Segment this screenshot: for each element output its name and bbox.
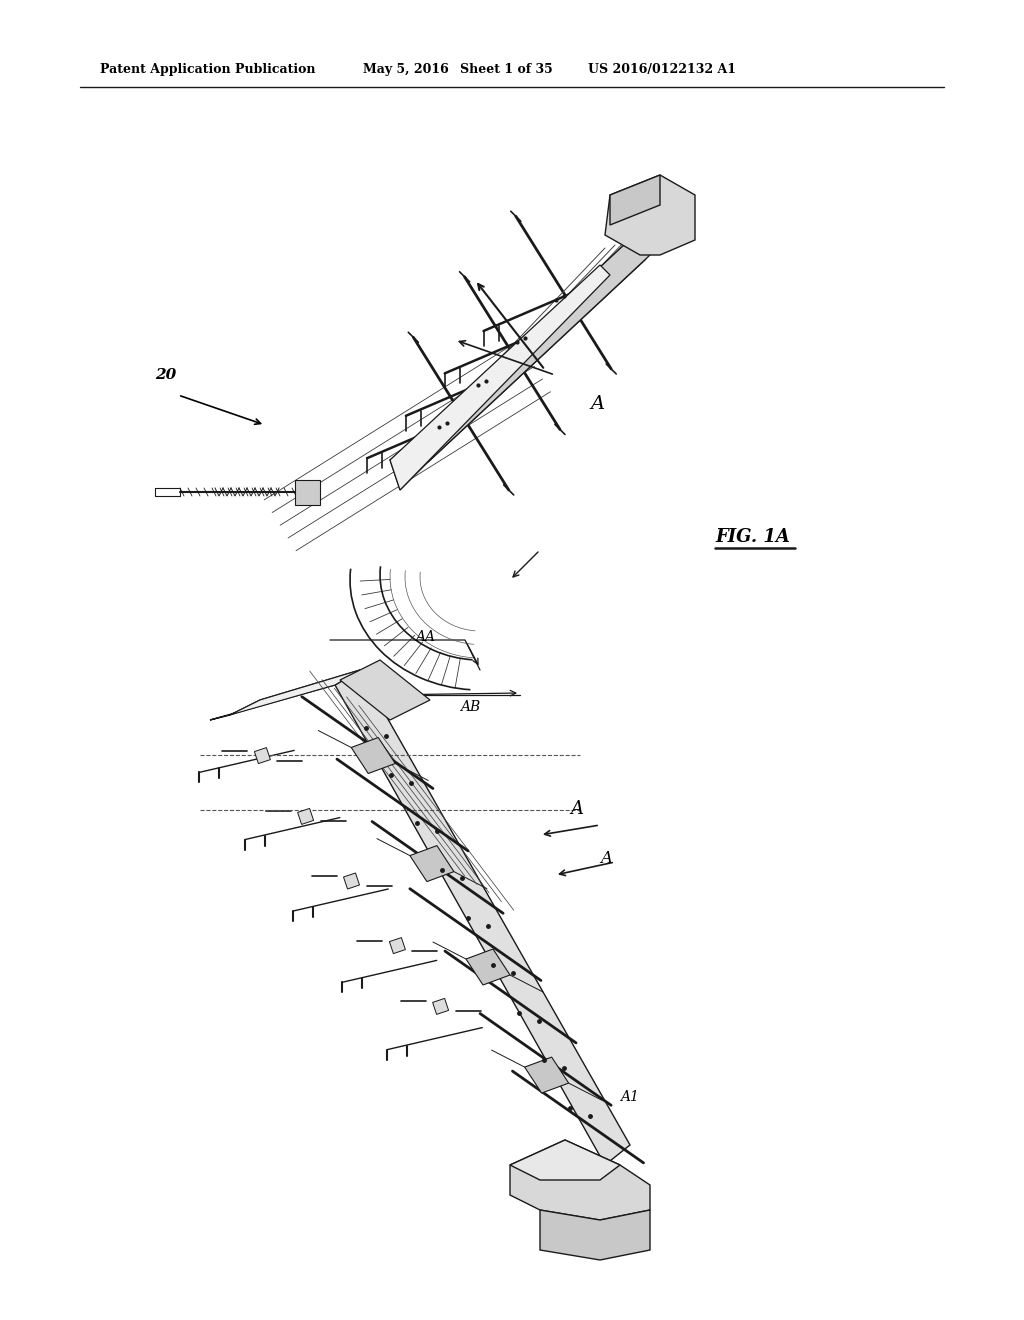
Polygon shape bbox=[298, 808, 313, 825]
Text: Patent Application Publication: Patent Application Publication bbox=[100, 63, 315, 77]
Polygon shape bbox=[340, 660, 430, 719]
Text: A: A bbox=[600, 850, 612, 867]
Text: FIG. 1A: FIG. 1A bbox=[715, 528, 790, 546]
Text: AA: AA bbox=[415, 630, 435, 644]
Polygon shape bbox=[210, 671, 360, 719]
Polygon shape bbox=[390, 265, 610, 490]
Polygon shape bbox=[410, 846, 454, 882]
Polygon shape bbox=[510, 1140, 620, 1180]
Text: May 5, 2016: May 5, 2016 bbox=[362, 63, 449, 77]
Text: A: A bbox=[590, 395, 604, 413]
Polygon shape bbox=[540, 1210, 650, 1261]
Text: US 2016/0122132 A1: US 2016/0122132 A1 bbox=[588, 63, 736, 77]
Polygon shape bbox=[510, 1140, 650, 1220]
Polygon shape bbox=[389, 937, 406, 953]
Polygon shape bbox=[420, 230, 670, 462]
Polygon shape bbox=[610, 176, 660, 224]
Polygon shape bbox=[335, 671, 630, 1166]
Polygon shape bbox=[605, 176, 695, 255]
Text: AB: AB bbox=[460, 700, 480, 714]
Polygon shape bbox=[295, 480, 319, 506]
Text: A1: A1 bbox=[620, 1090, 639, 1104]
Polygon shape bbox=[254, 747, 270, 763]
Polygon shape bbox=[432, 998, 449, 1014]
Text: 20: 20 bbox=[155, 368, 176, 381]
Polygon shape bbox=[343, 873, 359, 888]
Polygon shape bbox=[524, 1057, 568, 1093]
Polygon shape bbox=[351, 738, 395, 774]
Text: Sheet 1 of 35: Sheet 1 of 35 bbox=[460, 63, 553, 77]
Polygon shape bbox=[230, 671, 360, 715]
Text: A: A bbox=[570, 800, 583, 818]
Polygon shape bbox=[390, 230, 660, 490]
Polygon shape bbox=[466, 949, 510, 985]
